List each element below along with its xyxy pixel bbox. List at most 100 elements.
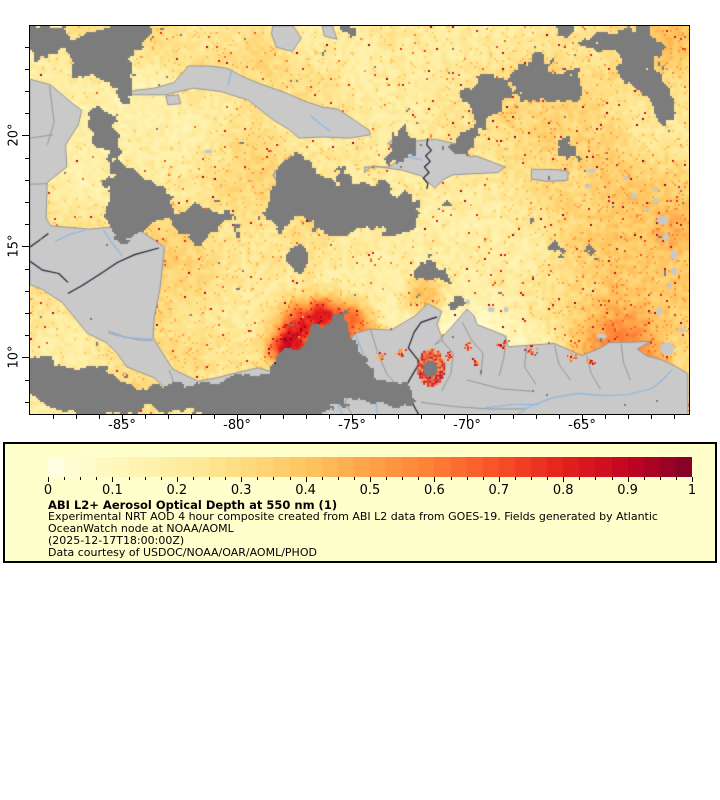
y-axis-minor-tick [25,268,29,270]
colorbar-tick-label: 0.9 [617,483,638,498]
legend-text-block: ABI L2+ Aerosol Optical Depth at 550 nm … [48,499,658,559]
colorbar-tick-label: 0.4 [295,483,316,498]
x-axis-minor-tick [397,415,399,419]
x-axis-tick-label: -75° [338,418,366,433]
legend-box: 0 0.1 0.2 0.3 0.4 0.5 0.6 0.7 0.8 0.9 1 ABI L2+ Ae… [3,442,717,563]
colorbar-minor-tick [643,477,645,480]
colorbar-major-tick [498,477,500,482]
colorbar-minor-tick [514,477,516,480]
colorbar-minor-tick [418,477,420,480]
map-frame [29,25,690,415]
colorbar-tick-label: 0.7 [488,483,510,498]
y-axis-minor-tick [25,68,29,70]
x-axis-minor-tick [98,415,100,419]
colorbar-minor-tick [273,477,275,480]
x-axis-minor-tick [167,415,169,419]
x-axis-minor-tick [52,415,54,419]
y-axis-major-tick [22,135,29,137]
colorbar-minor-tick [96,477,98,480]
colorbar-minor-tick [144,477,146,480]
x-axis-minor-tick [604,415,606,419]
y-axis-major-tick [22,357,29,359]
colorbar-minor-tick [209,477,210,480]
x-axis-minor-tick [627,415,629,419]
colorbar-minor-tick [337,477,339,480]
y-axis-minor-tick [25,90,29,92]
legend-line-3: (2025-12-17T18:00:00Z) [48,534,185,547]
colorbar-tick-label: 0 [43,483,53,498]
x-axis-minor-tick [374,415,376,419]
colorbar-minor-tick [579,477,581,480]
colorbar [48,457,692,477]
colorbar-tick-label: 0.1 [102,483,123,498]
x-axis-major-tick [121,415,123,422]
colorbar-minor-tick [450,477,452,480]
colorbar-minor-tick [64,477,66,480]
y-axis-minor-tick [25,179,29,181]
colorbar-minor-tick [353,477,355,480]
x-axis-tick-label: -65° [568,418,596,433]
colorbar-major-tick [434,477,436,482]
colorbar-minor-tick [289,477,291,480]
colorbar-minor-tick [611,477,613,480]
colorbar-major-tick [370,477,371,482]
colorbar-minor-tick [402,477,404,480]
legend-line-1: Experimental NRT AOD 4 hour composite cr… [48,510,658,523]
legend-line-2: OceanWatch node at NOAA/AOML [48,522,234,535]
colorbar-minor-tick [659,477,661,480]
colorbar-minor-tick [160,477,162,480]
colorbar-major-tick [48,477,49,482]
colorbar-minor-tick [128,477,130,480]
y-axis-tick-label: 10° [6,345,22,369]
x-axis-minor-tick [420,415,422,419]
x-axis-minor-tick [75,415,77,419]
colorbar-minor-tick [675,477,677,480]
y-axis-major-tick [22,246,29,248]
x-axis-major-tick [351,415,353,422]
x-axis-minor-tick [328,415,330,419]
x-axis-minor-tick [535,415,537,419]
colorbar-minor-tick [225,477,227,480]
colorbar-minor-tick [257,477,259,480]
x-axis-minor-tick [305,415,307,419]
y-axis-minor-tick [25,201,29,203]
x-axis-minor-tick [489,415,491,419]
colorbar-major-tick [305,477,307,482]
colorbar-minor-tick [192,477,194,480]
x-axis-minor-tick [512,415,514,419]
y-axis-minor-tick [25,113,29,115]
y-axis-minor-tick [25,379,29,381]
x-axis-major-tick [466,415,468,422]
map-canvas [30,26,689,414]
colorbar-minor-tick [321,477,323,480]
colorbar-minor-tick [386,477,388,480]
x-axis-minor-tick [673,415,675,419]
x-axis-tick-label: -85° [108,418,136,433]
y-axis-minor-tick [25,312,29,314]
colorbar-minor-tick [547,477,549,480]
y-axis-minor-tick [25,224,29,226]
colorbar-minor-tick [466,477,468,480]
colorbar-minor-tick [595,477,597,480]
colorbar-tick-label: 0.2 [166,483,188,498]
colorbar-major-tick [112,477,114,482]
y-axis-minor-tick [25,157,29,159]
x-axis-tick-label: -80° [223,418,251,433]
x-axis-minor-tick [259,415,261,419]
x-axis-minor-tick [443,415,445,419]
x-axis-minor-tick [144,415,146,419]
colorbar-minor-tick [482,477,484,480]
y-axis-minor-tick [25,290,29,292]
y-axis-tick-label: 20° [6,123,22,147]
x-axis-tick-label: -70° [453,418,481,433]
x-axis-minor-tick [282,415,284,419]
y-axis-minor-tick [25,46,29,48]
x-axis-minor-tick [558,415,560,419]
y-axis-minor-tick [25,401,29,403]
x-axis-minor-tick [213,415,215,419]
legend-line-4: Data courtesy of USDOC/NOAA/OAR/AOML/PHO… [48,546,317,559]
colorbar-major-tick [176,477,178,482]
x-axis-major-tick [581,415,583,422]
y-axis-tick-label: 15° [6,234,22,258]
